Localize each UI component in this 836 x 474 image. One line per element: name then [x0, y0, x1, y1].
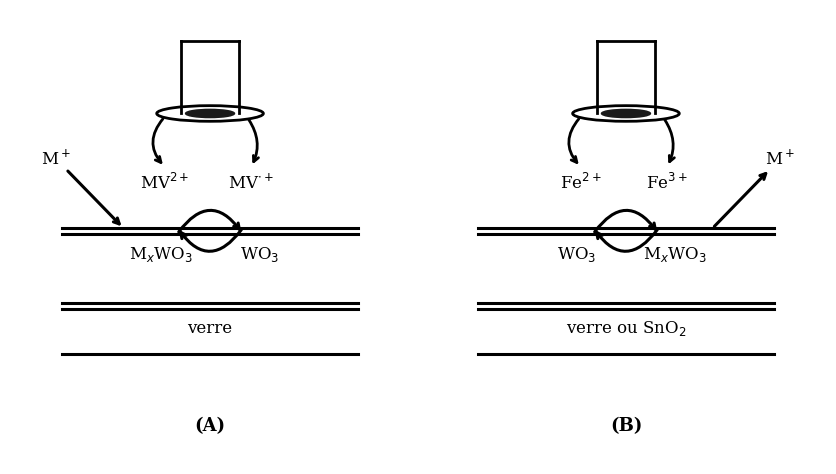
Text: verre ou SnO$_2$: verre ou SnO$_2$ — [566, 319, 686, 338]
Text: MV$^{\cdot+}$: MV$^{\cdot+}$ — [228, 173, 274, 192]
Text: (B): (B) — [609, 417, 642, 435]
Text: verre: verre — [187, 320, 232, 337]
Text: (A): (A) — [195, 417, 226, 435]
Ellipse shape — [186, 109, 235, 118]
Text: Fe$^{2+}$: Fe$^{2+}$ — [560, 173, 602, 193]
Text: M$_x$WO$_3$: M$_x$WO$_3$ — [129, 245, 192, 264]
Text: M$^+$: M$^+$ — [41, 149, 70, 168]
Text: Fe$^{3+}$: Fe$^{3+}$ — [646, 173, 688, 193]
Text: MV$^{2+}$: MV$^{2+}$ — [140, 173, 190, 193]
Text: WO$_3$: WO$_3$ — [240, 245, 279, 264]
Text: WO$_3$: WO$_3$ — [557, 245, 596, 264]
Text: M$^+$: M$^+$ — [766, 149, 795, 168]
Text: M$_x$WO$_3$: M$_x$WO$_3$ — [644, 245, 707, 264]
Ellipse shape — [601, 109, 650, 118]
